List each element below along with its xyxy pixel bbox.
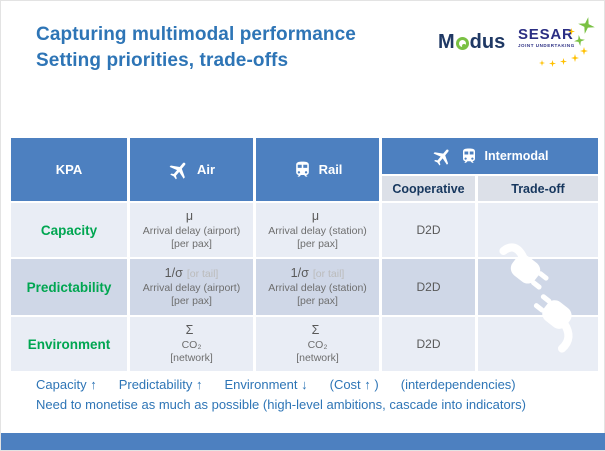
annotation-block: Capacity ↑ Predictability ↑ Environment … xyxy=(36,377,581,412)
page-number: 15 xyxy=(560,5,571,15)
metric-desc: Arrival delay (station) xyxy=(268,224,367,237)
air-header-label: Air xyxy=(196,162,216,177)
kpa-table: KPA Air Rail Intermodal Cooperative xyxy=(11,138,598,371)
row-environment-tradeoff xyxy=(478,317,598,371)
d2d-value: D2D xyxy=(416,280,441,294)
row-environment-cooperative: D2D xyxy=(382,317,475,371)
tradeoff-label: Trade-off xyxy=(511,181,565,196)
star-icon xyxy=(549,60,556,67)
kpa-header-label: KPA xyxy=(55,162,83,177)
footer-bar xyxy=(1,433,605,450)
d2d-value: D2D xyxy=(416,223,441,237)
kpa-label: Predictability xyxy=(26,279,112,295)
metric-value: μ xyxy=(311,208,320,223)
note-cost: (Cost ↑ ) xyxy=(329,377,379,392)
modus-logo-suffix: dus xyxy=(469,31,506,53)
note-interdependencies: (interdependencies) xyxy=(400,377,516,392)
sesar-logo: SESAR JOINT UNDERTAKING xyxy=(518,17,598,75)
metric-desc: Arrival delay (airport) xyxy=(142,281,241,294)
rail-header-label: Rail xyxy=(318,162,343,177)
train-icon xyxy=(295,161,309,177)
note-capacity: Capacity ↑ xyxy=(36,377,97,392)
row-capacity-kpa: Capacity xyxy=(11,203,127,257)
star-icon xyxy=(560,58,567,65)
row-environment-kpa: Environment xyxy=(11,317,127,371)
metric-desc: Arrival delay (station) xyxy=(268,281,367,294)
metric-desc: Arrival delay (airport) xyxy=(142,224,241,237)
metric-note: [or tail] xyxy=(186,267,219,280)
star-icon xyxy=(580,47,588,55)
modus-ring-icon xyxy=(455,37,469,50)
intermodal-header-label: Intermodal xyxy=(484,149,549,163)
row-predictability-kpa: Predictability xyxy=(11,259,127,315)
column-header-intermodal: Intermodal xyxy=(382,138,598,174)
metric-unit: [per pax] xyxy=(171,295,212,308)
title-line-1: Capturing multimodal performance xyxy=(36,24,356,45)
plane-icon xyxy=(433,148,449,165)
row-capacity-cooperative: D2D xyxy=(382,203,475,257)
star-icon xyxy=(568,28,575,35)
star-icon xyxy=(578,17,595,34)
priorities-line: Capacity ↑ Predictability ↑ Environment … xyxy=(36,377,581,392)
metric-unit: [per pax] xyxy=(297,295,338,308)
metric-unit: [network] xyxy=(170,352,213,365)
column-header-kpa: KPA xyxy=(11,138,127,201)
column-header-rail: Rail xyxy=(256,138,379,201)
metric-value: 1/σ xyxy=(164,265,183,280)
row-capacity-rail: μ Arrival delay (station) [per pax] xyxy=(256,203,379,257)
row-capacity-tradeoff xyxy=(478,203,598,257)
row-environment-rail: Σ CO₂ [network] xyxy=(256,317,379,371)
kpa-label: Capacity xyxy=(40,222,98,238)
row-environment-air: Σ CO₂ [network] xyxy=(130,317,253,371)
note-predictability: Predictability ↑ xyxy=(118,377,203,392)
plane-icon xyxy=(169,162,186,179)
metric-unit: [network] xyxy=(296,352,339,365)
metric-value: Σ xyxy=(185,322,194,337)
sesar-logo-name: SESAR xyxy=(518,26,574,43)
row-capacity-air: μ Arrival delay (airport) [per pax] xyxy=(130,203,253,257)
kpa-label: Environment xyxy=(27,336,111,352)
monetise-line: Need to monetise as much as possible (hi… xyxy=(36,397,526,412)
title-line-2: Setting priorities, trade-offs xyxy=(36,50,289,72)
row-predictability-rail: 1/σ [or tail] Arrival delay (station) [pe… xyxy=(256,259,379,315)
metric-value: Σ xyxy=(311,322,320,337)
metric-value: μ xyxy=(185,208,194,223)
star-icon xyxy=(574,35,585,46)
metric-note: [or tail] xyxy=(312,267,345,280)
row-predictability-air: 1/σ [or tail] Arrival delay (airport) [pe… xyxy=(130,259,253,315)
metric-unit: [per pax] xyxy=(171,238,212,251)
metric-unit: [per pax] xyxy=(297,238,338,251)
train-icon xyxy=(462,148,475,163)
modus-logo-prefix: M xyxy=(438,31,455,53)
column-header-air: Air xyxy=(130,138,253,201)
d2d-value: D2D xyxy=(416,337,441,351)
metric-value: 1/σ xyxy=(290,265,309,280)
subheader-tradeoff: Trade-off xyxy=(478,176,598,201)
metric-desc: CO₂ xyxy=(307,338,328,351)
metric-desc: CO₂ xyxy=(181,338,202,351)
subheader-cooperative: Cooperative xyxy=(382,176,475,201)
sesar-logo-tagline: JOINT UNDERTAKING xyxy=(518,43,575,48)
note-environment: Environment ↓ xyxy=(224,377,308,392)
cooperative-label: Cooperative xyxy=(392,181,465,196)
star-icon xyxy=(539,60,545,66)
row-predictability-tradeoff xyxy=(478,259,598,315)
star-icon xyxy=(571,54,579,62)
row-predictability-cooperative: D2D xyxy=(382,259,475,315)
page-title: Capturing multimodal performance Setting… xyxy=(36,22,356,74)
